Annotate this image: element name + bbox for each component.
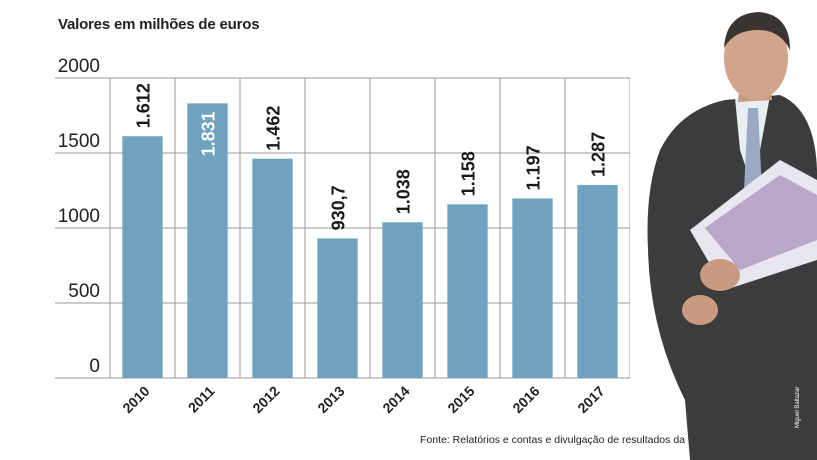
category-label: 2012: [249, 383, 282, 416]
source-note: Fonte: Relatórios e contas e divulgação …: [420, 434, 712, 446]
category-label: 2011: [185, 383, 218, 416]
bar-2013: [317, 238, 358, 378]
bar-2014: [382, 222, 423, 378]
y-tick-label: 0: [89, 356, 100, 377]
value-label: 1.831: [199, 111, 219, 156]
bar-2016: [512, 198, 553, 378]
value-label: 930,7: [329, 185, 349, 230]
category-label: 2016: [509, 383, 542, 416]
y-tick-label: 500: [68, 281, 100, 302]
value-label: 1.197: [524, 145, 544, 190]
person-photo: [647, 12, 817, 460]
category-label: 2010: [119, 383, 152, 416]
y-tick-label: 2000: [58, 56, 100, 77]
value-label: 1.158: [459, 151, 479, 196]
category-label: 2015: [444, 383, 477, 416]
y-tick-label: 1500: [58, 131, 100, 152]
category-label: 2017: [574, 383, 607, 416]
chart-title: Valores em milhões de euros: [58, 16, 260, 33]
bar-2011: [187, 103, 228, 378]
category-label: 2013: [314, 383, 347, 416]
value-label: 1.038: [394, 169, 414, 214]
value-label: 1.462: [264, 106, 284, 151]
bar-2010: [122, 136, 163, 378]
photo-credit: Miguel Baltazar: [795, 386, 801, 428]
value-label: 1.287: [589, 132, 609, 177]
bar-2017: [577, 184, 618, 378]
bar-2012: [252, 158, 293, 378]
category-label: 2014: [379, 383, 412, 416]
bar-chart: 0 500 1000 1500 2000 1.612 2010 1.831 2011 1.462 2…: [55, 56, 630, 416]
bar-2015: [447, 204, 488, 378]
value-label: 1.612: [134, 83, 154, 128]
y-tick-label: 1000: [58, 206, 100, 227]
